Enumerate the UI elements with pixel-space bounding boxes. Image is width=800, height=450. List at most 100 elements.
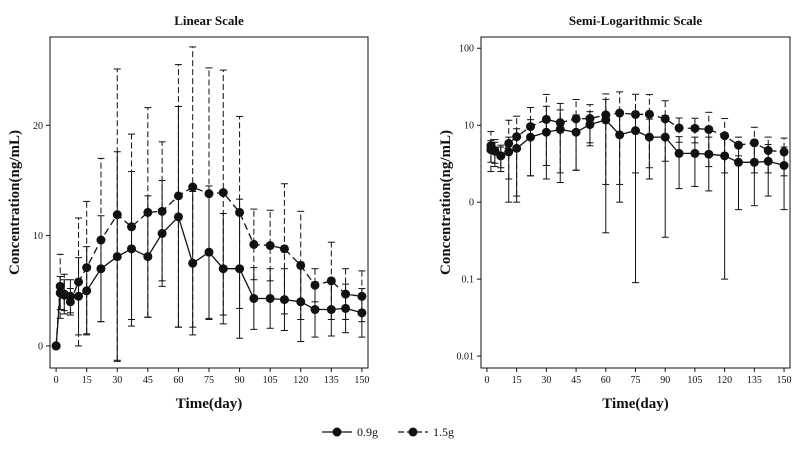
error-bar: [645, 94, 653, 169]
legend-marker: [332, 427, 342, 437]
data-point: [555, 118, 565, 128]
error-bar: [250, 208, 258, 281]
x-tick-label: 90: [235, 375, 245, 386]
data-point: [660, 132, 670, 142]
error-bar: [572, 98, 580, 171]
data-point: [690, 148, 700, 158]
error-bar: [764, 136, 772, 174]
x-tick-label: 105: [263, 375, 278, 386]
data-point: [631, 126, 640, 136]
data-point: [143, 252, 153, 262]
legend-item: 1.5g: [398, 425, 454, 439]
data-point: [249, 239, 259, 249]
error-bar: [616, 91, 624, 185]
data-point: [265, 241, 275, 251]
data-point: [674, 123, 684, 133]
x-tick-label: 105: [687, 375, 702, 386]
data-point: [74, 277, 84, 287]
legend: 0.9g 1.5g: [322, 425, 454, 439]
y-tick-label: 10: [464, 121, 474, 132]
legend-item: 0.9g: [322, 425, 378, 439]
x-tick-label: 150: [354, 375, 369, 386]
data-point: [357, 291, 367, 301]
data-point: [357, 308, 367, 318]
data-point: [644, 109, 654, 119]
data-point: [59, 289, 69, 299]
chart-title: Linear Scale: [174, 13, 244, 28]
y-tick-label: 0: [469, 198, 474, 209]
data-point: [51, 341, 61, 351]
x-tick-label: 45: [571, 375, 581, 386]
data-point: [496, 151, 506, 161]
data-point: [504, 138, 514, 148]
semi-log-scale-panel: Semi-Logarithmic Scale Time(day) Concentra…: [438, 13, 792, 412]
error-bar: [750, 126, 758, 174]
data-point: [704, 124, 714, 134]
data-point: [112, 210, 122, 220]
legend-label: 1.5g: [433, 425, 454, 439]
error-bar: [513, 115, 521, 197]
data-point: [690, 123, 700, 133]
x-axis-label: Time(day): [176, 396, 242, 412]
data-point: [157, 206, 167, 216]
x-tick-label: 45: [143, 375, 153, 386]
x-axis-label: Time(day): [602, 396, 668, 412]
x-tick-label: 150: [777, 375, 792, 386]
error-bar: [675, 136, 683, 190]
legend-label: 0.9g: [357, 425, 378, 439]
data-point: [526, 122, 536, 132]
data-point: [763, 145, 773, 155]
data-point: [310, 280, 320, 290]
x-tick-label: 120: [717, 375, 732, 386]
linear-scale-panel: Linear Scale Time(day) Concentration(ng/mL…: [7, 13, 369, 412]
chart-title: Semi-Logarithmic Scale: [569, 13, 702, 28]
error-bar: [311, 268, 319, 303]
x-tick-label: 120: [293, 375, 308, 386]
data-point: [82, 286, 92, 296]
x-tick-label: 60: [173, 375, 183, 386]
error-bar: [542, 93, 550, 166]
data-point: [734, 140, 743, 150]
data-point: [249, 293, 259, 303]
error-bar: [556, 102, 564, 174]
data-point: [674, 148, 684, 158]
data-point: [96, 235, 106, 245]
data-point: [326, 276, 336, 286]
data-point: [749, 138, 759, 148]
data-point: [571, 114, 581, 124]
data-point: [265, 293, 275, 303]
y-tick-label: 0: [38, 341, 43, 352]
data-point: [601, 110, 611, 120]
error-bar: [602, 93, 610, 185]
data-point: [188, 182, 198, 192]
error-bar: [342, 268, 350, 320]
error-bar: [266, 209, 274, 282]
data-point: [615, 108, 625, 118]
data-point: [555, 124, 565, 134]
data-point: [310, 305, 320, 315]
x-tick-label: 0: [54, 375, 59, 386]
data-point: [734, 157, 743, 167]
y-tick-label: 20: [33, 121, 43, 132]
x-tick-label: 15: [512, 375, 522, 386]
x-tick-label: 75: [204, 375, 214, 386]
data-point: [541, 114, 551, 124]
x-tick-label: 90: [660, 375, 670, 386]
error-bar: [721, 118, 729, 174]
x-tick-label: 30: [112, 375, 122, 386]
data-point: [720, 131, 730, 141]
y-tick-label: 100: [459, 44, 474, 55]
x-tick-label: 30: [541, 375, 551, 386]
y-tick-label: 10: [33, 231, 43, 242]
data-point: [96, 264, 106, 274]
y-axis-label: Concentration(ng/mL): [7, 130, 23, 275]
data-point: [631, 109, 640, 119]
x-tick-label: 60: [601, 375, 611, 386]
data-point: [512, 132, 522, 142]
data-point: [490, 145, 500, 155]
data-point: [127, 244, 137, 254]
data-point: [143, 207, 153, 217]
y-tick-label: 0.1: [462, 275, 475, 286]
series-high-dose: [51, 46, 367, 361]
